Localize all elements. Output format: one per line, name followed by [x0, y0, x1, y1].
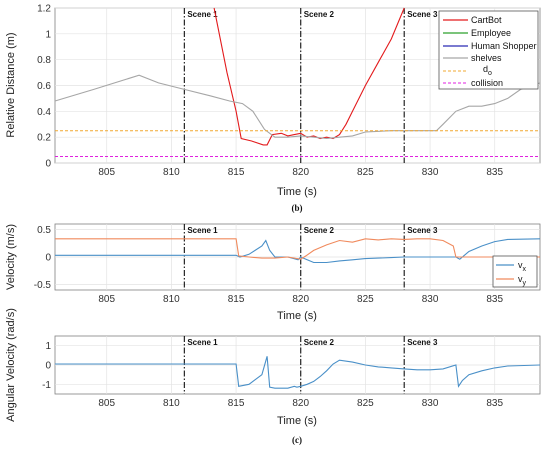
panel-caption-b: (b): [292, 203, 303, 213]
velocity-x-axis-label: Time (s): [277, 310, 317, 322]
velocity-legend: vx vy: [492, 255, 538, 288]
angular-velocity-y-tick-label: 1: [45, 341, 51, 352]
velocity-x-tick-label: 805: [98, 294, 115, 305]
distance-y-axis-label: Relative Distance (m): [5, 32, 17, 137]
angular-velocity-x-tick-label: 805: [98, 398, 115, 409]
distance-x-tick-label: 835: [486, 167, 503, 178]
angular-velocity-x-tick-label: 830: [422, 398, 439, 409]
velocity-x-tick-label: 835: [486, 294, 503, 305]
distance-y-tick-label: 1: [45, 29, 51, 40]
angular-velocity-x-tick-label: 835: [486, 398, 503, 409]
legend-label-vx-main: v: [518, 260, 523, 270]
distance-x-tick-label: 825: [357, 167, 374, 178]
distance-series-cartbot: [213, 7, 405, 146]
velocity-plot: Scene 1 Scene 2 Scene 3 -0.5 0 0.5 805 810 815…: [5, 223, 541, 322]
distance-x-tick-label: 830: [422, 167, 439, 178]
velocity-x-tick-label: 815: [228, 294, 245, 305]
angular-velocity-y-tick-label: 0: [45, 361, 51, 372]
velocity-legend-box: [492, 255, 538, 288]
distance-y-tick-label: 0: [45, 159, 51, 170]
legend-label-shelves: shelves: [471, 53, 502, 63]
legend-label-do-main: d: [483, 64, 488, 74]
distance-y-tick-label: 0.8: [37, 55, 51, 66]
velocity-x-tick-label: 820: [292, 294, 309, 305]
distance-x-tick-label: 815: [228, 167, 245, 178]
legend-label-do-subscript: o: [488, 70, 492, 77]
distance-x-tick-label: 820: [292, 167, 309, 178]
velocity-y-tick-label: 0.5: [37, 225, 51, 236]
legend-label-vx: vx: [518, 260, 527, 273]
angular-velocity-x-tick-label: 815: [228, 398, 245, 409]
legend-label-cartbot: CartBot: [471, 15, 502, 25]
velocity-scene-label: Scene 2: [304, 226, 335, 235]
velocity-x-tick-label: 830: [422, 294, 439, 305]
distance-plot: Scene 1 Scene 2 Scene 3 00.20.40.60.811.2 …: [5, 4, 541, 213]
angular-velocity-x-axis-label: Time (s): [277, 415, 317, 427]
angular-velocity-x-tick-label: 810: [163, 398, 180, 409]
distance-x-axis-label: Time (s): [277, 186, 317, 198]
velocity-y-axis-label: Velocity (m/s): [5, 224, 17, 290]
legend-label-employee: Employee: [471, 28, 511, 38]
distance-y-tick-label: 0.6: [37, 81, 51, 92]
angular-velocity-scene-label: Scene 2: [304, 338, 335, 347]
velocity-scene-label: Scene 1: [187, 226, 218, 235]
distance-legend: CartBot Employee Human Shopper shelves d…: [438, 10, 539, 90]
legend-label-collision: collision: [471, 78, 503, 88]
velocity-x-tick-label: 810: [163, 294, 180, 305]
distance-y-tick-label: 0.2: [37, 133, 51, 144]
legend-box: [438, 10, 539, 90]
velocity-series-v-x: [55, 238, 541, 264]
distance-x-tick-label: 810: [163, 167, 180, 178]
velocity-scene-label: Scene 3: [407, 226, 438, 235]
distance-y-tick-label: 0.4: [37, 107, 51, 118]
angular-velocity-y-axis-label: Angular Velocity (rad/s): [5, 308, 17, 422]
legend-label-vy: vy: [518, 274, 527, 287]
angular-velocity-plot: Scene 1 Scene 2 Scene 3 -1 0 1 805 810 815 820 8…: [5, 308, 541, 445]
legend-label-vy-main: v: [518, 274, 523, 284]
velocity-x-tick-label: 825: [357, 294, 374, 305]
legend-label-vx-subscript: x: [523, 266, 527, 273]
velocity-y-tick-label: 0: [45, 253, 51, 264]
angular-velocity-x-tick-label: 820: [292, 398, 309, 409]
angular-velocity-scene-label: Scene 1: [187, 338, 218, 347]
angular-velocity-x-tick-label: 825: [357, 398, 374, 409]
distance-x-tick-label: 805: [98, 167, 115, 178]
angular-velocity-scene-label: Scene 3: [407, 338, 438, 347]
legend-label-vy-subscript: y: [523, 280, 527, 287]
velocity-y-tick-label: -0.5: [34, 280, 52, 291]
distance-y-tick-label: 1.2: [37, 4, 51, 15]
distance-scene-label: Scene 1: [187, 10, 218, 19]
legend-label-do: do: [483, 64, 492, 77]
distance-series-shelves: [54, 74, 541, 140]
distance-scene-label: Scene 3: [407, 10, 438, 19]
legend-label-human-shopper: Human Shopper: [471, 41, 537, 51]
distance-scene-label: Scene 2: [304, 10, 335, 19]
panel-caption-c: (c): [292, 435, 302, 445]
angular-velocity-y-tick-label: -1: [42, 380, 51, 391]
angular-velocity-series-angular-velocity: [55, 356, 541, 389]
velocity-series-v-y: [55, 238, 540, 260]
